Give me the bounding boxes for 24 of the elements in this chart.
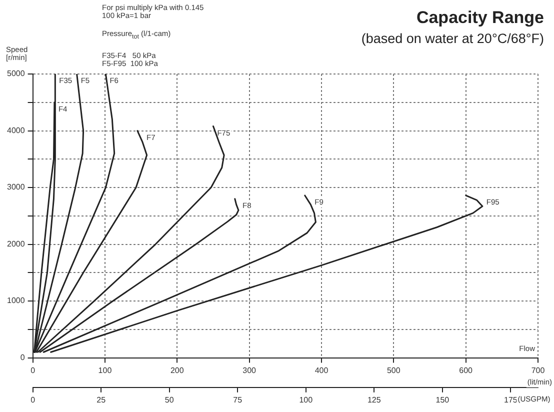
- chart-subtitle: (based on water at 20°C/68°F): [361, 31, 544, 46]
- x2-tick-label: 125: [367, 395, 382, 404]
- x-tick-label: 400: [314, 366, 329, 375]
- x-tick-label: 100: [98, 366, 112, 375]
- y-tick-label: 0: [20, 353, 26, 362]
- y-tick-label: 2000: [7, 239, 26, 248]
- chart-title: Capacity Range: [416, 8, 544, 28]
- x-tick-label: 700: [531, 366, 546, 375]
- x-tick-label: 0: [30, 366, 36, 375]
- x-tick-label: 200: [170, 366, 184, 375]
- x2-tick-label: 150: [436, 395, 450, 404]
- y-tick-label: 4000: [7, 126, 26, 135]
- y-tick-label: 5000: [7, 69, 26, 78]
- x-tick-label: 600: [459, 366, 474, 375]
- y-tick-label: 1000: [7, 296, 26, 306]
- x2-tick-label: 100: [299, 395, 314, 404]
- x-tick-label: 300: [242, 366, 257, 375]
- x2-tick-label: 75: [233, 395, 243, 404]
- y-tick-label: 3000: [7, 182, 26, 192]
- x2-tick-label: 175: [504, 395, 518, 404]
- x2-tick-label: 50: [164, 395, 174, 404]
- x2-tick-label: 0: [30, 395, 36, 404]
- x2-tick-label: 25: [96, 395, 106, 404]
- x-tick-label: 500: [386, 366, 401, 375]
